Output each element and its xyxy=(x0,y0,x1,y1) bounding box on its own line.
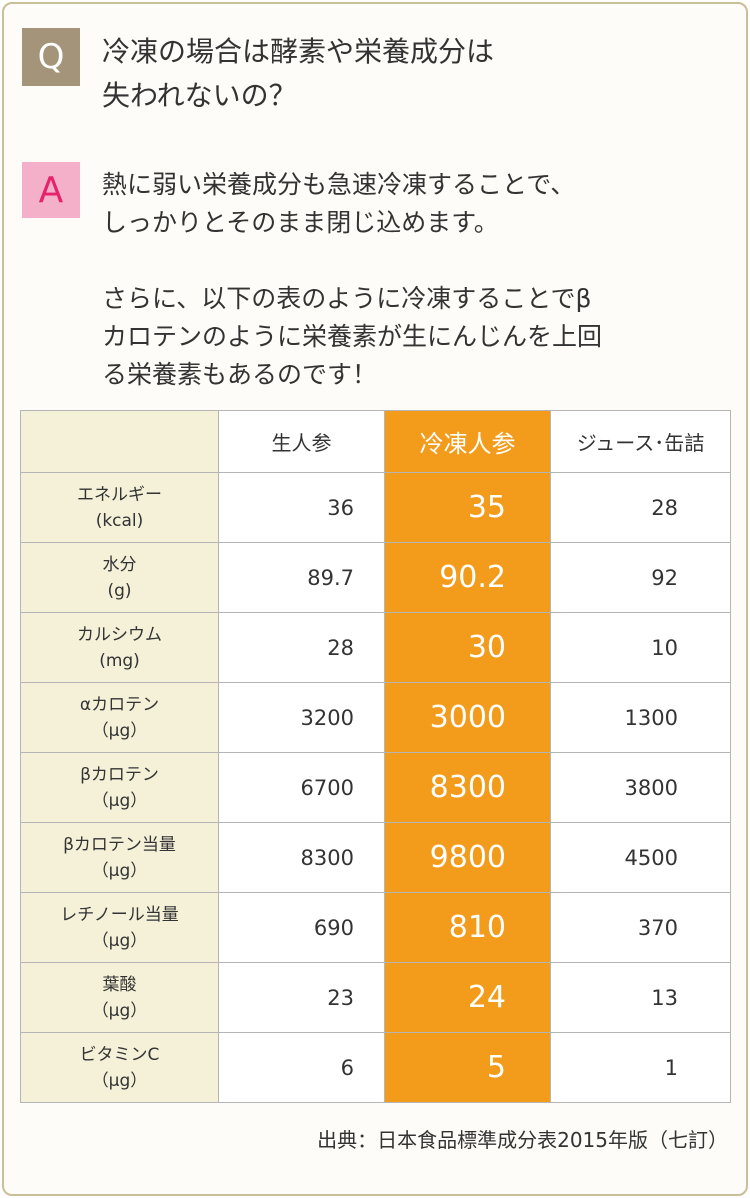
raw-carrot-value: 28 xyxy=(218,612,385,683)
juice-canned-value: 10 xyxy=(550,612,731,683)
raw-carrot-value: 3200 xyxy=(218,682,385,753)
answer-p2-line-3: る栄養素もあるのです！ xyxy=(102,360,378,389)
nutrient-label: βカロテン （μg） xyxy=(20,752,219,823)
table-row: エネルギー (kcal) 36 35 28 xyxy=(20,472,731,543)
nutrient-name: カルシウム xyxy=(77,624,162,645)
nutrient-label: αカロテン （μg） xyxy=(20,682,219,753)
nutrient-label: ビタミンC （μg） xyxy=(20,1032,219,1103)
nutrient-name: βカロテン xyxy=(80,764,159,785)
source-note: 出典：日本食品標準成分表2015年版（七訂） xyxy=(317,1128,728,1152)
nutrient-unit: （μg） xyxy=(91,930,148,951)
juice-canned-value: 4500 xyxy=(550,822,731,893)
table-header-row: 生人参 冷凍人参 ジュース･缶詰 xyxy=(20,410,731,473)
table-row: レチノール当量 （μg） 690 810 370 xyxy=(20,892,731,963)
table-row: βカロテン当量 （μg） 8300 9800 4500 xyxy=(20,822,731,893)
juice-canned-value: 13 xyxy=(550,962,731,1033)
juice-canned-value: 370 xyxy=(550,892,731,963)
frozen-carrot-value: 9800 xyxy=(384,822,551,893)
answer-paragraph-2: さらに、以下の表のように冷凍することでβ カロテンのように栄養素が生にんじんを上… xyxy=(102,280,732,394)
nutrient-unit: (g) xyxy=(107,580,132,601)
nutrient-label: カルシウム (mg) xyxy=(20,612,219,683)
raw-carrot-value: 690 xyxy=(218,892,385,963)
juice-canned-value: 92 xyxy=(550,542,731,613)
juice-canned-value: 3800 xyxy=(550,752,731,823)
answer-p1-line-2: しっかりとそのまま閉じ込めます。 xyxy=(102,208,499,237)
question-line-2: 失われないの？ xyxy=(102,79,297,112)
raw-carrot-value: 6 xyxy=(218,1032,385,1103)
nutrient-label: βカロテン当量 （μg） xyxy=(20,822,219,893)
question-line-1: 冷凍の場合は酵素や栄養成分は xyxy=(102,35,495,68)
nutrient-unit: (kcal) xyxy=(95,510,144,531)
question-badge: Q xyxy=(22,28,80,86)
nutrient-unit: （μg） xyxy=(91,1070,148,1091)
answer-p2-line-2: カロテンのように栄養素が生にんじんを上回 xyxy=(102,322,603,351)
answer-p1-line-1: 熱に弱い栄養成分も急速冷凍することで、 xyxy=(102,170,576,199)
table-row: 水分 (g) 89.7 90.2 92 xyxy=(20,542,731,613)
raw-carrot-value: 23 xyxy=(218,962,385,1033)
nutrient-name: レチノール当量 xyxy=(60,904,179,925)
juice-canned-value: 1 xyxy=(550,1032,731,1103)
frozen-carrot-value: 8300 xyxy=(384,752,551,823)
frozen-carrot-value: 35 xyxy=(384,472,551,543)
nutrient-unit: （μg） xyxy=(91,720,148,741)
nutrient-unit: （μg） xyxy=(91,860,148,881)
juice-canned-value: 28 xyxy=(550,472,731,543)
header-corner xyxy=(20,410,219,473)
frozen-carrot-value: 5 xyxy=(384,1032,551,1103)
header-frozen-carrot: 冷凍人参 xyxy=(384,410,551,473)
question-text: 冷凍の場合は酵素や栄養成分は 失われないの？ xyxy=(102,30,722,118)
nutrient-name: βカロテン当量 xyxy=(63,834,176,855)
nutrient-name: 水分 xyxy=(102,554,137,575)
juice-canned-value: 1300 xyxy=(550,682,731,753)
nutrient-name: ビタミンC xyxy=(79,1044,160,1065)
nutrient-unit: （μg） xyxy=(91,1000,148,1021)
nutrient-label: 葉酸 （μg） xyxy=(20,962,219,1033)
nutrient-label: エネルギー (kcal) xyxy=(20,472,219,543)
table-row: カルシウム (mg) 28 30 10 xyxy=(20,612,731,683)
nutrient-unit: (mg) xyxy=(99,650,140,671)
frozen-carrot-value: 90.2 xyxy=(384,542,551,613)
nutrient-name: 葉酸 xyxy=(102,974,137,995)
answer-badge: A xyxy=(22,162,80,218)
raw-carrot-value: 8300 xyxy=(218,822,385,893)
raw-carrot-value: 89.7 xyxy=(218,542,385,613)
nutrition-table: 生人参 冷凍人参 ジュース･缶詰 エネルギー (kcal) 36 35 28 水分 (g) 8… xyxy=(20,410,731,1103)
raw-carrot-value: 36 xyxy=(218,472,385,543)
table-row: ビタミンC （μg） 6 5 1 xyxy=(20,1032,731,1103)
nutrient-name: エネルギー xyxy=(77,484,162,505)
nutrient-label: レチノール当量 （μg） xyxy=(20,892,219,963)
table-row: 葉酸 （μg） 23 24 13 xyxy=(20,962,731,1033)
answer-text: 熱に弱い栄養成分も急速冷凍することで、 しっかりとそのまま閉じ込めます。 さらに… xyxy=(102,166,732,394)
frozen-carrot-value: 3000 xyxy=(384,682,551,753)
nutrient-unit: （μg） xyxy=(91,790,148,811)
table-row: βカロテン （μg） 6700 8300 3800 xyxy=(20,752,731,823)
frozen-carrot-value: 24 xyxy=(384,962,551,1033)
table-row: αカロテン （μg） 3200 3000 1300 xyxy=(20,682,731,753)
nutrient-name: αカロテン xyxy=(79,694,160,715)
answer-p2-line-1: さらに、以下の表のように冷凍することでβ xyxy=(102,284,592,313)
answer-paragraph-1: 熱に弱い栄養成分も急速冷凍することで、 しっかりとそのまま閉じ込めます。 xyxy=(102,166,732,242)
frozen-carrot-value: 810 xyxy=(384,892,551,963)
nutrient-label: 水分 (g) xyxy=(20,542,219,613)
header-raw-carrot: 生人参 xyxy=(218,410,385,473)
header-juice-canned: ジュース･缶詰 xyxy=(550,410,731,473)
raw-carrot-value: 6700 xyxy=(218,752,385,823)
frozen-carrot-value: 30 xyxy=(384,612,551,683)
